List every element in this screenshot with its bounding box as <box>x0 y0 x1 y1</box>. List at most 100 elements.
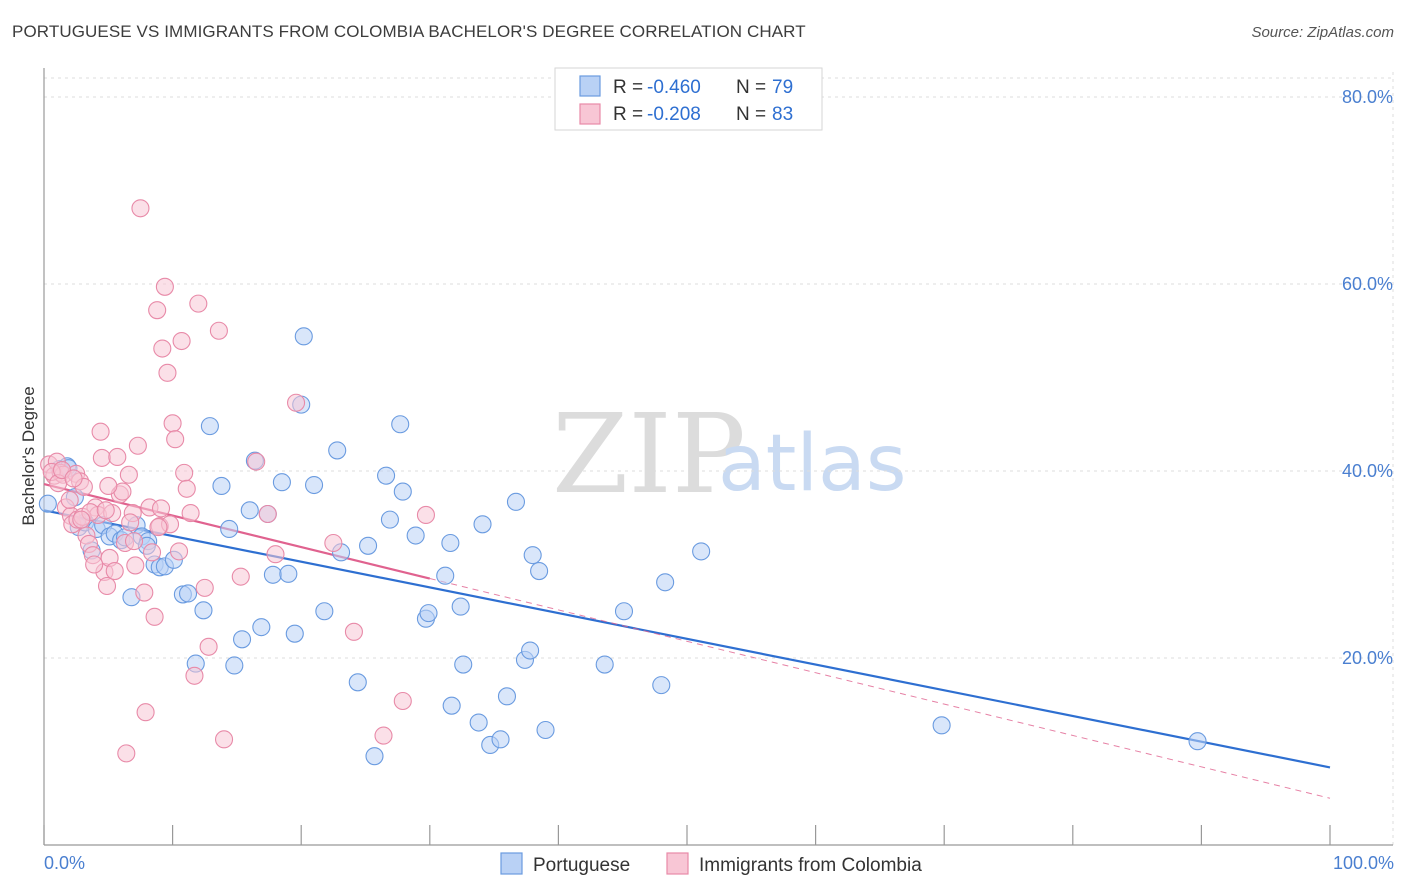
y-tick-labels: 20.0% 40.0% 60.0% 80.0% <box>1342 87 1393 668</box>
data-point-colombia <box>96 501 115 520</box>
bottom-legend-swatch-colombia <box>666 852 689 875</box>
series-legend: Portuguese Immigrants from Colombia <box>500 852 922 876</box>
data-point-colombia <box>142 543 162 562</box>
data-point-portuguese <box>194 601 213 620</box>
data-point-colombia <box>166 430 185 449</box>
bottom-legend-swatch-portuguese <box>500 852 523 875</box>
data-point-portuguese <box>442 696 461 715</box>
data-point-colombia <box>155 277 174 296</box>
data-point-colombia <box>266 545 285 564</box>
bottom-legend-portuguese: Portuguese <box>533 855 630 876</box>
data-point-colombia <box>393 691 412 711</box>
data-point-portuguese <box>692 542 711 561</box>
data-point-portuguese <box>419 604 438 623</box>
data-point-colombia <box>287 393 306 412</box>
legend-n-label-1: N = <box>736 77 766 98</box>
trend-line-portuguese <box>43 509 1331 769</box>
data-point-portuguese <box>315 602 334 621</box>
data-point-portuguese <box>279 564 298 583</box>
legend-r-label-1: R = <box>613 77 643 98</box>
data-point-portuguese <box>377 466 396 485</box>
legend-n-value-2: 83 <box>772 104 793 125</box>
legend-r-value-1: -0.460 <box>647 77 701 98</box>
data-point-colombia <box>124 532 144 551</box>
axes <box>43 68 1393 846</box>
watermark-atlas: atlas <box>718 419 907 509</box>
data-point-colombia <box>231 567 250 586</box>
data-point-portuguese <box>497 687 517 706</box>
data-point-portuguese <box>506 492 526 511</box>
data-points <box>38 199 1207 766</box>
data-point-portuguese <box>232 630 252 649</box>
data-point-portuguese <box>521 641 540 660</box>
data-point-portuguese <box>200 417 219 436</box>
data-point-colombia <box>117 744 136 763</box>
legend-swatch-colombia <box>579 103 601 125</box>
data-point-portuguese <box>263 565 282 584</box>
data-point-colombia <box>177 479 196 498</box>
data-point-portuguese <box>220 519 239 539</box>
data-point-portuguese <box>328 441 347 460</box>
data-point-colombia <box>119 465 138 484</box>
data-point-colombia <box>108 447 127 467</box>
y-tick-label: 80.0% <box>1342 87 1393 107</box>
data-point-portuguese <box>359 536 378 555</box>
data-point-colombia <box>135 583 154 602</box>
data-point-portuguese <box>491 730 510 749</box>
data-point-colombia <box>163 414 182 433</box>
data-point-portuguese <box>240 501 259 520</box>
data-point-colombia <box>175 463 194 482</box>
data-point-colombia <box>105 561 124 581</box>
data-point-colombia <box>131 199 150 218</box>
legend-swatch-portuguese <box>579 75 601 97</box>
data-point-colombia <box>99 476 118 496</box>
data-point-colombia <box>199 637 218 656</box>
data-point-portuguese <box>451 597 470 616</box>
data-point-colombia <box>214 730 234 749</box>
data-point-colombia <box>172 331 191 351</box>
data-point-colombia <box>151 499 171 518</box>
y-axis-label: Bachelor's Degree <box>19 386 38 525</box>
chart-title: PORTUGUESE VS IMMIGRANTS FROM COLOMBIA B… <box>12 22 806 41</box>
data-point-colombia <box>416 505 435 524</box>
x-tick-left: 0.0% <box>44 853 85 873</box>
data-point-colombia <box>153 339 172 358</box>
data-point-colombia <box>85 555 104 574</box>
data-point-portuguese <box>252 618 271 637</box>
x-tick-right: 100.0% <box>1333 853 1394 873</box>
data-point-portuguese <box>348 673 367 692</box>
y-tick-label: 40.0% <box>1342 461 1393 481</box>
data-point-colombia <box>60 490 79 510</box>
data-point-colombia <box>374 726 393 745</box>
data-point-colombia <box>149 518 168 537</box>
data-point-colombia <box>258 504 277 524</box>
data-point-colombia <box>126 556 145 575</box>
data-point-portuguese <box>656 573 675 592</box>
stats-legend: R = -0.460 N = 79 R = -0.208 N = 83 <box>554 67 823 131</box>
data-point-portuguese <box>473 515 492 534</box>
data-point-colombia <box>72 510 91 529</box>
data-point-portuguese <box>285 624 304 643</box>
data-point-portuguese <box>436 566 455 585</box>
data-point-colombia <box>145 607 164 626</box>
data-point-colombia <box>64 469 83 488</box>
data-point-colombia <box>158 363 177 382</box>
legend-r-value-2: -0.208 <box>647 104 701 125</box>
data-point-colombia <box>209 321 228 340</box>
source-credit: Source: ZipAtlas.com <box>1251 24 1394 41</box>
data-point-colombia <box>169 542 189 561</box>
trend-extension-colombia <box>429 578 1331 799</box>
data-point-portuguese <box>406 526 425 545</box>
data-point-colombia <box>97 576 117 596</box>
data-point-colombia <box>128 436 147 455</box>
bottom-legend-colombia: Immigrants from Colombia <box>699 855 922 876</box>
legend-r-label-2: R = <box>613 104 643 125</box>
data-point-portuguese <box>38 494 57 513</box>
data-point-colombia <box>189 294 208 313</box>
data-point-colombia <box>92 448 111 467</box>
data-point-portuguese <box>530 561 549 581</box>
data-point-portuguese <box>272 473 291 492</box>
data-point-portuguese <box>454 655 473 674</box>
data-point-portuguese <box>212 476 231 496</box>
